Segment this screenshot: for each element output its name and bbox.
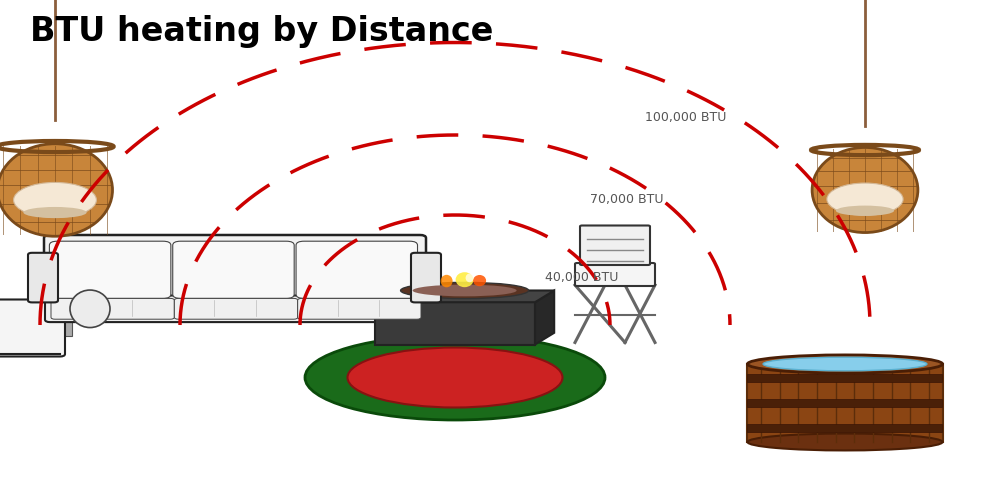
Text: 100,000 BTU: 100,000 BTU: [645, 111, 726, 124]
Ellipse shape: [441, 275, 453, 287]
Ellipse shape: [748, 434, 942, 450]
FancyBboxPatch shape: [173, 241, 294, 298]
Polygon shape: [375, 290, 554, 302]
Ellipse shape: [763, 357, 927, 371]
Ellipse shape: [466, 274, 474, 282]
FancyBboxPatch shape: [580, 226, 650, 265]
FancyBboxPatch shape: [747, 399, 942, 407]
Ellipse shape: [305, 335, 605, 420]
Ellipse shape: [70, 290, 110, 328]
Ellipse shape: [401, 282, 529, 298]
Polygon shape: [375, 302, 535, 344]
Ellipse shape: [836, 206, 894, 216]
Ellipse shape: [827, 183, 903, 216]
Polygon shape: [535, 290, 554, 344]
FancyBboxPatch shape: [28, 253, 58, 302]
FancyBboxPatch shape: [44, 235, 426, 304]
FancyBboxPatch shape: [747, 424, 942, 432]
FancyBboxPatch shape: [45, 296, 425, 322]
FancyBboxPatch shape: [60, 318, 72, 336]
Text: 70,000 BTU: 70,000 BTU: [590, 194, 664, 206]
FancyBboxPatch shape: [296, 241, 418, 298]
Ellipse shape: [14, 182, 96, 218]
Ellipse shape: [23, 207, 87, 218]
Ellipse shape: [456, 272, 474, 287]
Ellipse shape: [812, 148, 918, 232]
FancyBboxPatch shape: [747, 374, 942, 382]
FancyBboxPatch shape: [400, 318, 412, 336]
Ellipse shape: [413, 284, 517, 296]
Ellipse shape: [0, 144, 112, 236]
Text: 40,000 BTU: 40,000 BTU: [545, 271, 618, 284]
Text: BTU heating by Distance: BTU heating by Distance: [30, 15, 493, 48]
FancyBboxPatch shape: [51, 298, 174, 319]
FancyBboxPatch shape: [49, 241, 171, 298]
Ellipse shape: [748, 355, 942, 373]
FancyBboxPatch shape: [411, 253, 441, 302]
FancyBboxPatch shape: [575, 263, 655, 286]
FancyBboxPatch shape: [0, 300, 65, 356]
FancyBboxPatch shape: [174, 298, 298, 319]
Ellipse shape: [473, 275, 486, 286]
FancyBboxPatch shape: [298, 298, 421, 319]
FancyBboxPatch shape: [747, 364, 942, 442]
Ellipse shape: [348, 348, 562, 408]
